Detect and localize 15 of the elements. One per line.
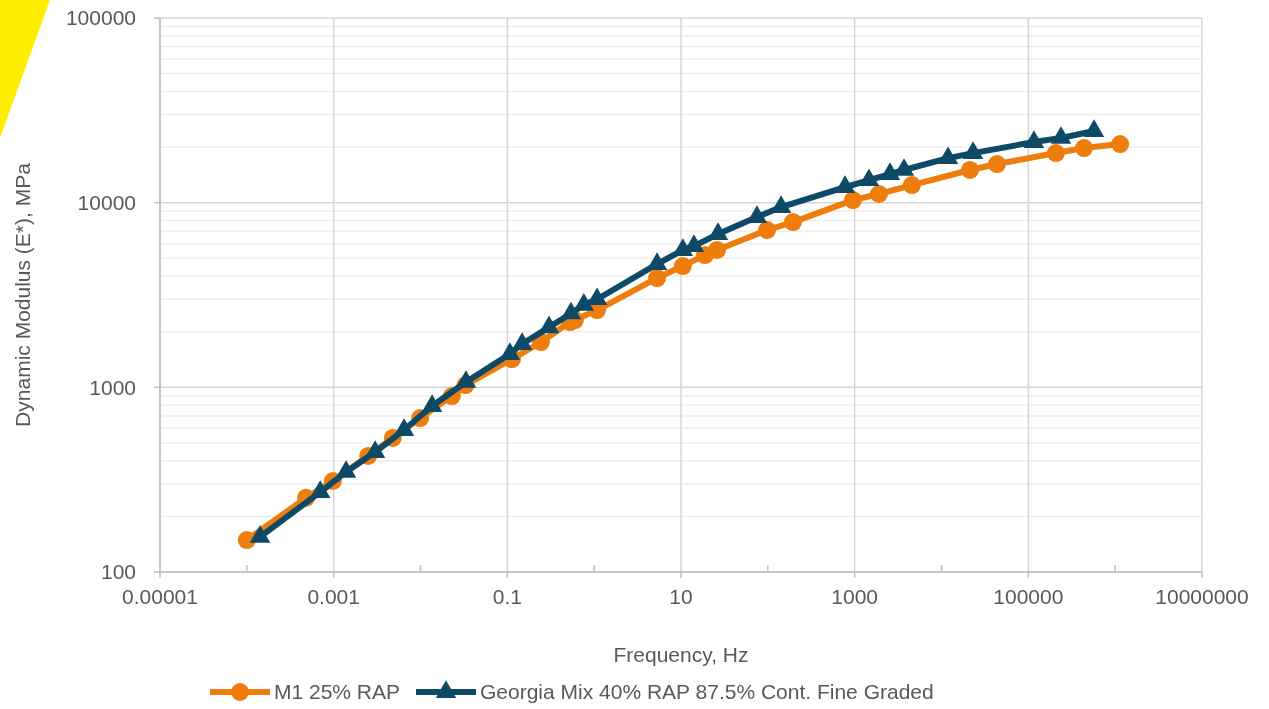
x-tick-label: 10 bbox=[669, 585, 693, 608]
y-tick-label: 100000 bbox=[65, 6, 136, 30]
x-tick-label: 10000000 bbox=[1155, 585, 1249, 608]
y-tick-label: 10000 bbox=[77, 191, 136, 215]
y-tick-label: 1000 bbox=[89, 375, 136, 399]
x-tick-label: 1000 bbox=[831, 585, 879, 608]
y-tick-label: 100 bbox=[100, 560, 136, 584]
y-axis-title: Dynamic Modulus (E*), MPa bbox=[11, 162, 34, 427]
x-tick-label: 0.1 bbox=[492, 585, 522, 608]
x-tick-label: 0.001 bbox=[307, 585, 360, 608]
x-tick-label: 100000 bbox=[993, 585, 1064, 608]
legend-label: M1 25% RAP bbox=[274, 680, 401, 704]
x-tick-label: 0.00001 bbox=[122, 585, 198, 608]
x-axis-title: Frequency, Hz bbox=[613, 643, 749, 666]
legend-label: Georgia Mix 40% RAP 87.5% Cont. Fine Graded bbox=[480, 680, 934, 704]
